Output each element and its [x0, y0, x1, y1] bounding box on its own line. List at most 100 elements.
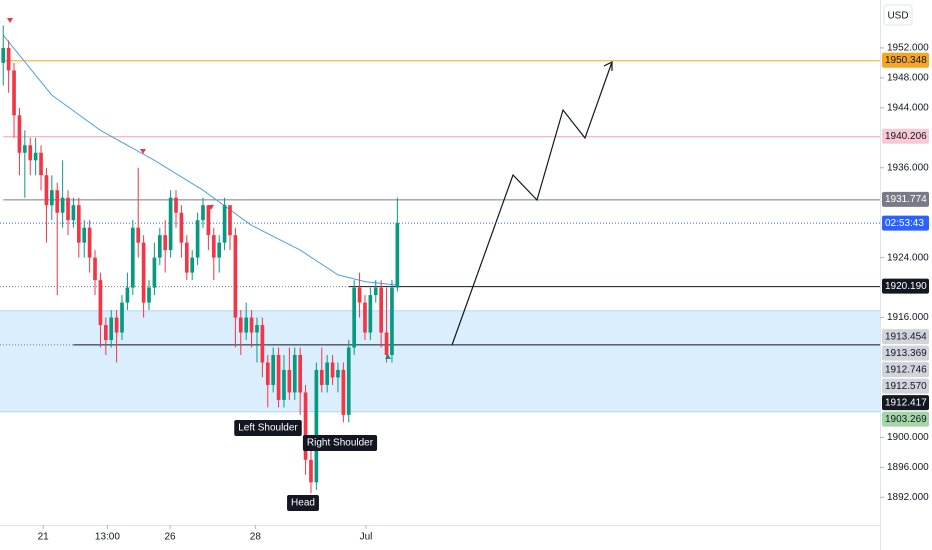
candle-body	[87, 227, 92, 258]
projection-path	[451, 61, 613, 346]
price-badge-label: 1912.570	[885, 381, 927, 392]
candle-body	[260, 325, 265, 363]
x-tick-label: 13:00	[95, 532, 120, 543]
candle-body	[184, 242, 189, 273]
candle-body	[292, 354, 297, 393]
price-badge	[882, 329, 929, 345]
y-tick-label: 1916.000	[887, 312, 929, 323]
annotation-text: Right Shoulder	[307, 438, 374, 449]
candle-body	[309, 459, 313, 483]
candle-body	[163, 235, 168, 251]
candle-body	[384, 332, 389, 355]
candle-body	[282, 369, 286, 400]
sell-marker	[208, 205, 214, 210]
annotation-text: Left Shoulder	[238, 423, 298, 434]
projection-arrow	[451, 61, 613, 346]
price-badge	[882, 345, 929, 361]
candle-body	[255, 325, 259, 333]
candle-body	[125, 287, 130, 303]
annotation: Left Shoulder	[234, 420, 302, 436]
annotation-text: Head	[291, 498, 315, 509]
candle-body	[222, 205, 227, 243]
moving-average	[2, 34, 398, 286]
annotation: Head	[287, 495, 319, 511]
candle-body	[276, 354, 281, 400]
candle-body	[238, 317, 243, 333]
candle-body	[314, 369, 319, 483]
candle-body	[147, 287, 151, 303]
candle-body	[44, 175, 49, 206]
sell-marker	[140, 149, 146, 154]
candle-body	[98, 280, 103, 326]
price-badge-label: 1920.190	[885, 281, 927, 292]
candle-body	[82, 227, 87, 243]
candle-body	[265, 362, 270, 385]
candle-body	[373, 287, 378, 296]
price-badge	[882, 278, 929, 294]
candle-body	[228, 205, 232, 236]
y-tick-label: 1944.000	[887, 102, 929, 113]
annotation-box	[287, 495, 319, 511]
candle-body	[1, 47, 6, 63]
candle-body	[217, 242, 222, 258]
candle-body	[271, 354, 276, 385]
candle-body	[17, 115, 22, 153]
plot-area	[0, 25, 880, 494]
candle-body	[33, 152, 38, 161]
price-badge-label: 1913.369	[885, 348, 927, 359]
buy-marker	[385, 354, 391, 359]
candle-body	[195, 220, 200, 258]
annotation-box	[234, 420, 302, 436]
currency-box[interactable]	[883, 4, 913, 26]
candle-body	[39, 152, 43, 176]
price-badge-label: 1940.206	[885, 131, 927, 142]
candle-body	[249, 317, 254, 333]
candle-body	[190, 257, 195, 273]
candle-body	[179, 212, 184, 243]
price-badge-label: 1912.417	[885, 397, 927, 408]
candle-body	[130, 227, 135, 288]
candle-body	[60, 197, 65, 213]
candle-body	[12, 70, 16, 116]
candle-body	[298, 354, 303, 393]
y-tick-label: 1952.000	[887, 43, 929, 54]
candle-body	[49, 190, 54, 206]
candle-body	[390, 287, 394, 355]
candle-body	[6, 47, 11, 71]
candle-body	[114, 317, 119, 333]
candle-body	[93, 257, 97, 281]
candle-body	[174, 197, 178, 213]
candle-body	[141, 242, 146, 303]
candle-body	[368, 295, 373, 333]
y-tick-label: 1948.000	[887, 73, 929, 84]
candle-body	[330, 362, 335, 378]
price-badge	[882, 395, 929, 411]
x-tick-label: Jul	[360, 532, 373, 543]
candle-body	[136, 227, 141, 243]
candle-body	[22, 145, 27, 153]
y-tick-label: 1924.000	[887, 252, 929, 263]
candle-body	[120, 302, 124, 333]
candle-body	[109, 317, 114, 341]
y-tick-label: 1892.000	[887, 492, 929, 503]
arrow-head	[603, 61, 613, 71]
x-tick-label: 26	[164, 532, 176, 543]
y-tick-label: 1900.000	[887, 432, 929, 443]
price-badge-label: 1950.348	[885, 55, 927, 66]
price-badge	[882, 362, 929, 378]
price-badge-label: 1913.454	[885, 331, 927, 342]
candle-body	[336, 369, 340, 378]
candle-body	[352, 287, 356, 348]
y-tick-label: 1896.000	[887, 462, 929, 473]
candle-body	[71, 205, 76, 221]
price-badge	[882, 215, 929, 231]
price-badge	[882, 378, 929, 394]
candle-body	[157, 235, 162, 258]
candle-body	[211, 235, 216, 258]
x-tick-label: 21	[38, 532, 50, 543]
candle-body	[303, 392, 308, 460]
signal-markers	[7, 18, 391, 359]
candle-body	[103, 325, 108, 341]
